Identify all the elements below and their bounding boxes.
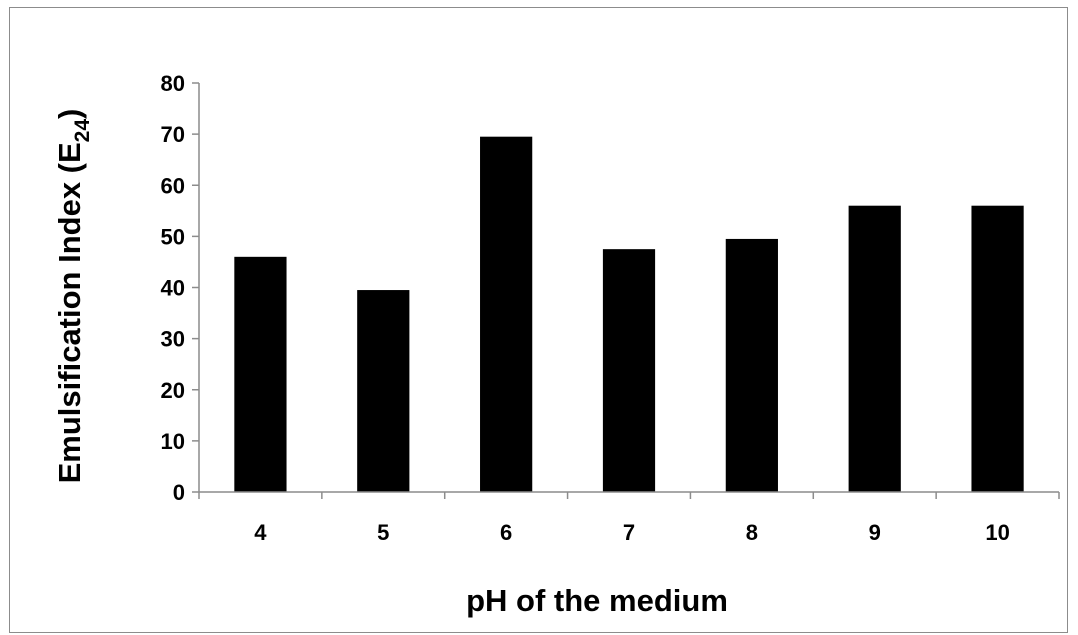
- y-axis-title-main: Emulsification Index (E: [52, 142, 87, 483]
- x-tick-label: 10: [985, 520, 1009, 545]
- y-tick-label: 40: [161, 276, 185, 301]
- bar-7: [602, 249, 656, 492]
- x-tick-label: 6: [500, 520, 512, 545]
- y-axis-title-close: ): [52, 109, 87, 119]
- x-axis-title: pH of the medium: [466, 583, 728, 618]
- y-tick-label: 60: [161, 173, 185, 198]
- y-tick-label: 50: [161, 224, 185, 249]
- x-tick-label: 9: [869, 520, 881, 545]
- bars-group: [234, 136, 1024, 492]
- y-tick-label: 20: [161, 378, 185, 403]
- bar-10: [971, 205, 1024, 492]
- y-tick-label: 0: [173, 480, 185, 505]
- y-axis-title: Emulsification Index (E24): [52, 109, 94, 484]
- bar-6: [480, 136, 533, 492]
- x-tick-label: 8: [746, 520, 758, 545]
- x-tick-label: 5: [377, 520, 389, 545]
- y-tick-label: 30: [161, 327, 185, 352]
- x-ticks-group: 4 5 6 7 8 9 10: [198, 492, 1060, 545]
- bar-8: [725, 238, 778, 492]
- bar-9: [848, 205, 901, 492]
- bar-4: [234, 256, 287, 492]
- x-tick-label: 4: [254, 520, 267, 545]
- x-tick-label: 7: [623, 520, 635, 545]
- y-ticks-group: 0 10 20 30 40 50 60 70 80: [161, 71, 199, 505]
- y-tick-label: 10: [161, 429, 185, 454]
- y-tick-label: 80: [161, 71, 185, 96]
- y-axis-title-subscript: 24: [71, 119, 94, 143]
- y-tick-label: 70: [161, 122, 185, 147]
- bar-5: [357, 290, 410, 492]
